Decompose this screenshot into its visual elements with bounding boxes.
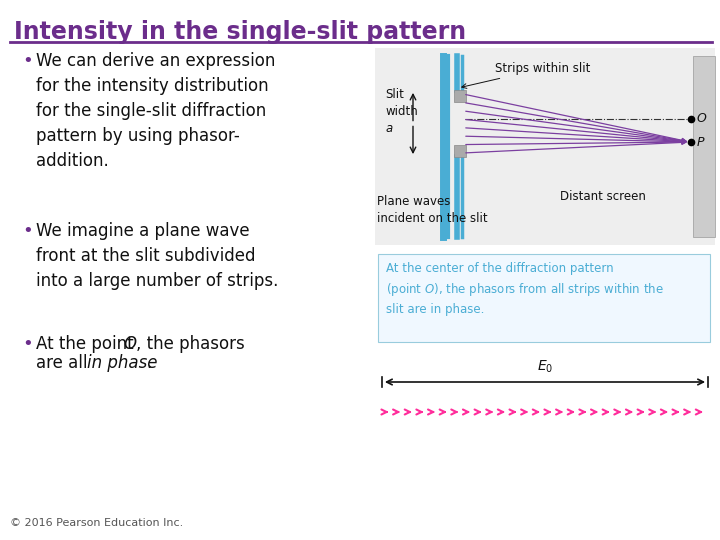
Text: Slit
width
$a$: Slit width $a$ bbox=[385, 89, 418, 134]
Text: are all: are all bbox=[36, 354, 93, 372]
Text: $P$: $P$ bbox=[696, 136, 706, 148]
Text: Distant screen: Distant screen bbox=[560, 191, 646, 204]
Text: Intensity in the single-slit pattern: Intensity in the single-slit pattern bbox=[14, 20, 466, 44]
Text: At the center of the diffraction pattern
(point $O$), the phasors from all strip: At the center of the diffraction pattern… bbox=[386, 262, 664, 316]
Text: $E_0$: $E_0$ bbox=[537, 359, 553, 375]
Bar bbox=[454, 145, 466, 157]
Bar bbox=[378, 254, 710, 342]
Bar bbox=[375, 48, 715, 245]
Text: We imagine a plane wave
front at the slit subdivided
into a large number of stri: We imagine a plane wave front at the sli… bbox=[36, 222, 279, 290]
Text: in phase: in phase bbox=[87, 354, 158, 372]
Bar bbox=[693, 56, 715, 237]
Text: .: . bbox=[146, 354, 151, 372]
Text: •: • bbox=[22, 335, 32, 353]
Text: At the point: At the point bbox=[36, 335, 139, 353]
Text: Plane waves
incident on the slit: Plane waves incident on the slit bbox=[377, 195, 487, 225]
Text: , the phasors: , the phasors bbox=[136, 335, 245, 353]
Text: $O$: $O$ bbox=[696, 112, 707, 125]
Text: Strips within slit: Strips within slit bbox=[462, 62, 590, 89]
Text: We can derive an expression
for the intensity distribution
for the single-slit d: We can derive an expression for the inte… bbox=[36, 52, 275, 170]
Text: © 2016 Pearson Education Inc.: © 2016 Pearson Education Inc. bbox=[10, 518, 184, 528]
Text: •: • bbox=[22, 52, 32, 70]
Bar bbox=[454, 90, 466, 102]
Text: •: • bbox=[22, 222, 32, 240]
Text: $O$: $O$ bbox=[123, 335, 138, 353]
